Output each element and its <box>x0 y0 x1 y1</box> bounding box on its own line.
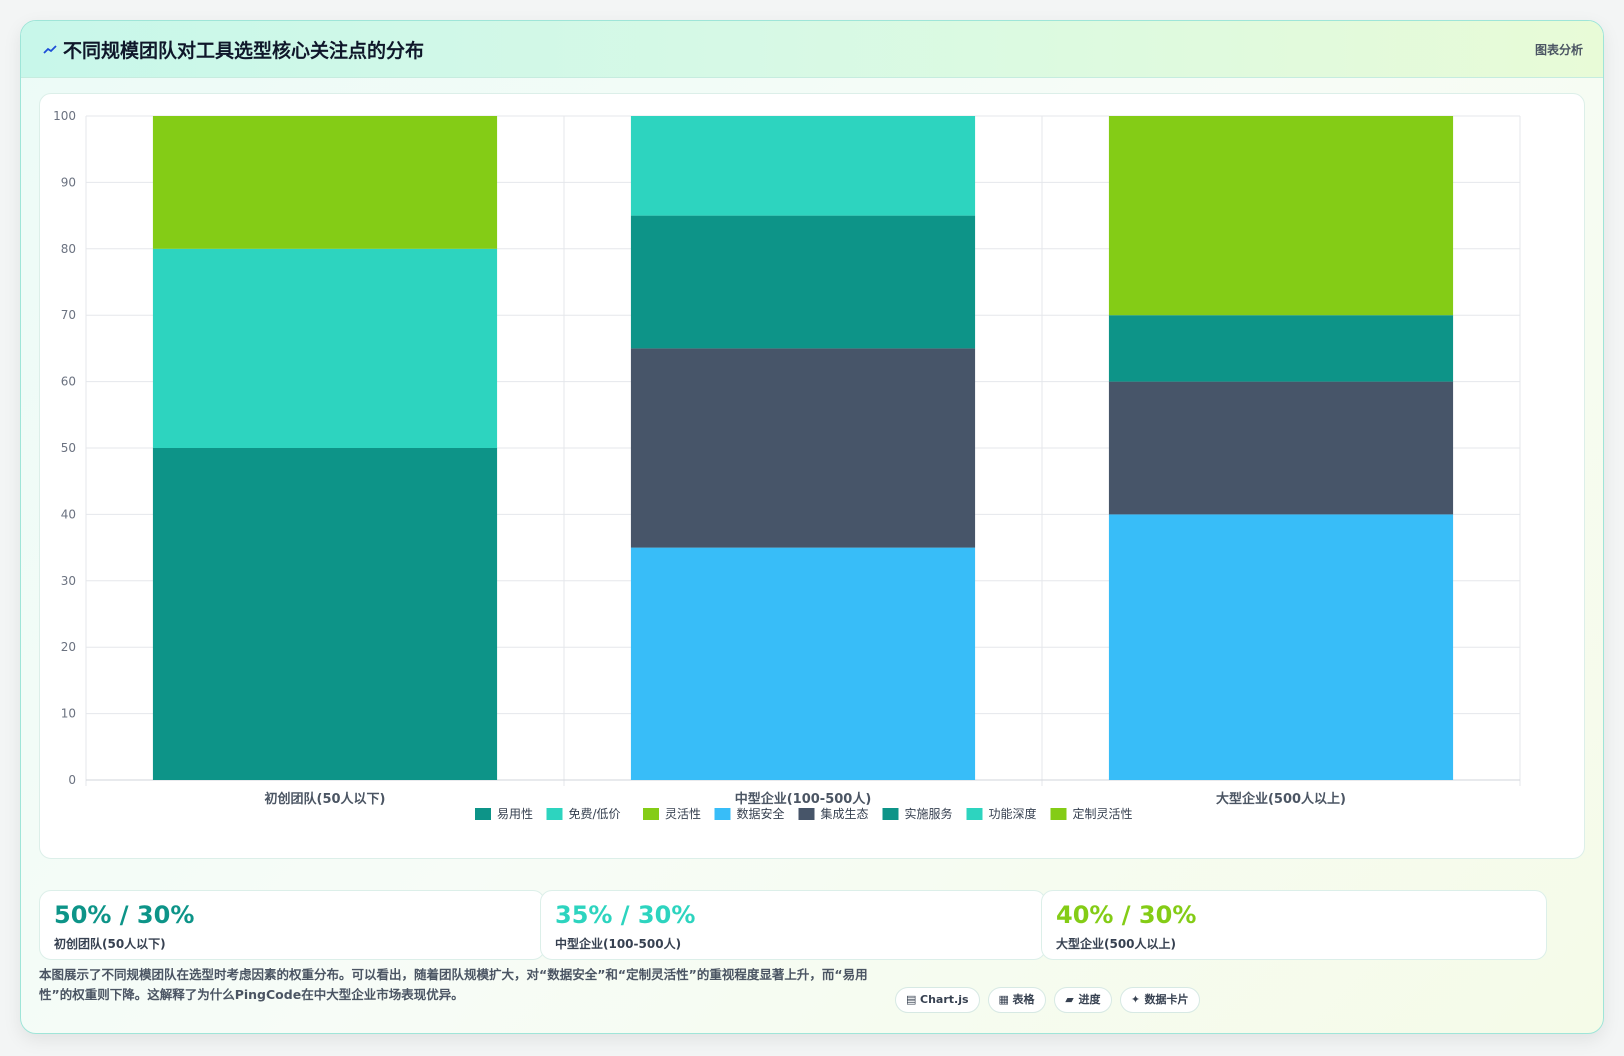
stat-value: 35% / 30% <box>555 901 696 929</box>
progress-chip[interactable]: ▰ 进度 <box>1053 987 1112 1013</box>
bar-segment <box>630 215 976 349</box>
y-tick-label: 20 <box>61 640 76 654</box>
chip-label: Chart.js <box>920 993 969 1006</box>
view-chips: ▤ Chart.js ▦ 表格 ▰ 进度 ✦ 数据卡片 <box>895 987 1200 1013</box>
sparkle-icon: ✦ <box>1130 993 1141 1006</box>
legend-swatch <box>546 808 563 820</box>
legend-label: 灵活性 <box>665 807 701 821</box>
stat-card-large: 40% / 30% 大型企业(500人以上) <box>1041 890 1547 960</box>
y-tick-label: 50 <box>61 441 76 455</box>
chart-card: 不同规模团队对工具选型核心关注点的分布 图表分析 0 10 20 30 40 50 60 70… <box>20 20 1604 1034</box>
stat-value: 40% / 30% <box>1056 901 1197 929</box>
y-tick-label: 90 <box>61 175 76 189</box>
legend-swatch <box>714 808 731 820</box>
chart-analysis-tag: 图表分析 <box>1534 43 1583 57</box>
chartjs-chip[interactable]: ▤ Chart.js <box>895 987 980 1013</box>
chip-label: 表格 <box>1012 993 1035 1006</box>
x-tick-label: 初创团队(50人以下) <box>265 791 386 807</box>
chart-panel: 0 10 20 30 40 50 60 70 80 90 100 初创团队(50人以下) 中型企业(10… <box>39 93 1585 859</box>
x-tick-label: 大型企业(500人以上) <box>1216 791 1346 807</box>
legend-label: 集成生态 <box>821 806 869 821</box>
page-title: 不同规模团队对工具选型核心关注点的分布 <box>63 40 425 62</box>
legend-label: 定制灵活性 <box>1073 806 1133 821</box>
bar-segment <box>152 248 498 448</box>
y-tick-label: 100 <box>53 109 76 123</box>
chip-label: 数据卡片 <box>1144 993 1189 1006</box>
trend-icon <box>43 45 57 54</box>
y-tick-label: 80 <box>61 242 76 256</box>
x-tick-label: 中型企业(100-500人) <box>735 791 872 807</box>
y-tick-label: 10 <box>61 707 76 721</box>
legend-swatch <box>966 808 983 820</box>
stat-card-mid: 35% / 30% 中型企业(100-500人) <box>540 890 1046 960</box>
y-tick-label: 40 <box>61 507 76 521</box>
bar-segment <box>1108 315 1454 382</box>
table-icon: ▦ <box>998 993 1009 1006</box>
progress-icon: ▰ <box>1065 993 1074 1006</box>
bar-segment <box>1108 116 1454 316</box>
stat-label: 中型企业(100-500人) <box>555 937 682 951</box>
stat-label: 大型企业(500人以上) <box>1056 937 1177 951</box>
bar-segment <box>630 547 976 780</box>
chip-label: 进度 <box>1078 993 1101 1006</box>
legend-label: 功能深度 <box>989 806 1037 821</box>
chart-icon: ▤ <box>906 993 917 1006</box>
legend-swatch <box>882 808 899 820</box>
data-card-chip[interactable]: ✦ 数据卡片 <box>1119 987 1200 1013</box>
card-header: 不同规模团队对工具选型核心关注点的分布 图表分析 <box>21 21 1603 78</box>
chart-description: 本图展示了不同规模团队在选型时考虑因素的权重分布。可以看出，随着团队规模扩大，对… <box>39 967 868 1002</box>
legend-swatch <box>643 808 659 820</box>
bar-segment <box>152 116 498 249</box>
legend-swatch <box>1050 808 1067 820</box>
bar-segment <box>630 116 976 216</box>
legend-label: 易用性 <box>497 807 533 821</box>
stacked-bar-chart: 0 10 20 30 40 50 60 70 80 90 100 初创团队(50人以下) 中型企业(10… <box>53 109 1521 821</box>
y-tick-label: 60 <box>61 375 76 389</box>
legend-swatch <box>475 808 491 820</box>
legend-label: 免费/低价 <box>569 806 621 821</box>
y-tick-label: 0 <box>68 773 76 787</box>
legend-label: 实施服务 <box>905 806 953 821</box>
legend-swatch <box>798 808 815 820</box>
bar-segment <box>1108 514 1454 780</box>
bar-segment <box>630 348 976 548</box>
table-chip[interactable]: ▦ 表格 <box>987 987 1046 1013</box>
y-tick-label: 30 <box>61 574 76 588</box>
bar-segment <box>152 448 498 780</box>
stat-label: 初创团队(50人以下) <box>54 937 166 951</box>
legend-label: 数据安全 <box>737 806 785 821</box>
stat-value: 50% / 30% <box>54 901 195 929</box>
y-tick-label: 70 <box>61 308 76 322</box>
stat-card-startup: 50% / 30% 初创团队(50人以下) <box>39 890 545 960</box>
bar-segment <box>1108 381 1454 515</box>
